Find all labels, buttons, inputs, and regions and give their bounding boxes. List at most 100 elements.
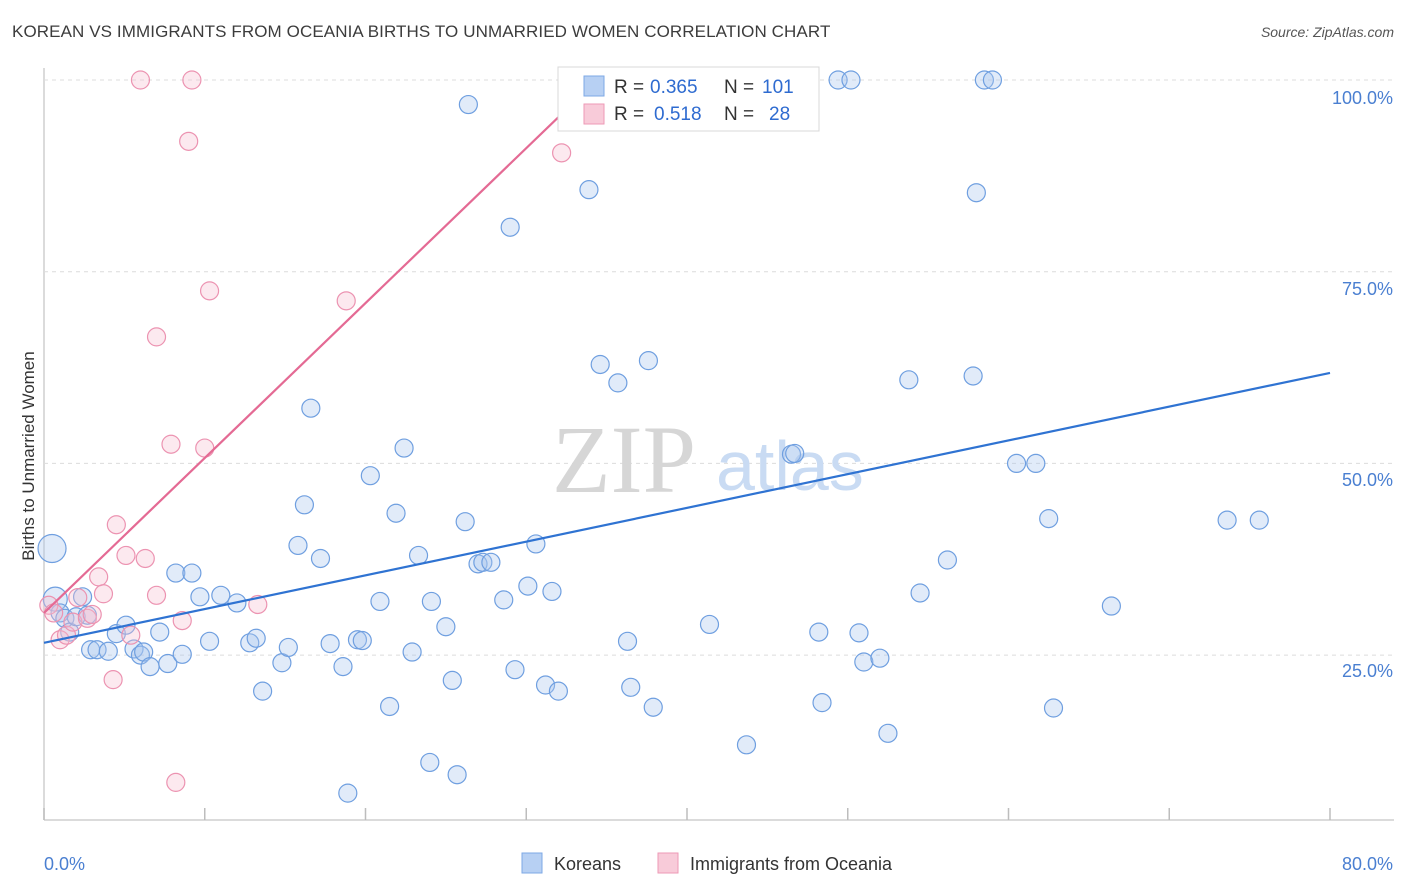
oceania-point [121, 625, 141, 645]
legend-n-value-2: 28 [769, 104, 790, 125]
korean-point [352, 630, 372, 651]
oceania-point [63, 612, 83, 632]
korean-point [442, 670, 462, 691]
y-axis-label: Births to Unmarried Women [19, 351, 38, 560]
korean-point [182, 563, 202, 583]
korean-point [380, 696, 400, 717]
oceania-point [135, 548, 155, 569]
korean-point [910, 583, 930, 603]
oceania-point [146, 585, 167, 605]
korean-point [288, 535, 308, 556]
korean-point [699, 614, 720, 635]
korean-point [608, 373, 628, 393]
oceania-point [199, 281, 220, 301]
oceania-point [82, 604, 102, 625]
korean-point [937, 550, 958, 570]
oceania-point [336, 291, 356, 311]
korean-point [548, 681, 569, 701]
oceania-point [44, 603, 64, 623]
korean-point [158, 653, 178, 674]
korean-point [421, 591, 442, 612]
korean-point [849, 623, 869, 643]
data-points [37, 70, 1269, 803]
korean-point [150, 622, 170, 642]
oceania-point [130, 70, 151, 90]
oceania-point [195, 438, 215, 458]
korean-point [278, 637, 298, 658]
korean-point [1101, 596, 1121, 616]
oceania-trend-line [43, 79, 598, 614]
korean-point [199, 631, 220, 651]
korean-point [408, 545, 429, 566]
korean-point [1043, 698, 1064, 718]
korean-point [386, 503, 406, 523]
y-tick-label-75: 75.0% [1342, 279, 1393, 299]
legend-r-value-1: 0.365 [650, 77, 698, 98]
korean-point [518, 576, 538, 596]
korean-point [812, 693, 832, 713]
korean-point [966, 183, 986, 203]
legend-n-label-2: N = [724, 104, 754, 125]
korean-point [854, 652, 874, 672]
oceania-point [89, 567, 109, 587]
korean-point [166, 563, 186, 583]
korean-point [878, 723, 898, 743]
korean-point [211, 585, 231, 605]
korean-point [394, 438, 414, 458]
korean-point [190, 587, 210, 607]
source-label: Source: ZipAtlas.com [1260, 24, 1394, 40]
oceania-point [161, 434, 181, 454]
bottom-legend-koreans: Koreans [554, 854, 621, 874]
korean-point [458, 94, 478, 115]
y-tick-label-50: 50.0% [1342, 470, 1393, 490]
bottom-legend-swatch-oceania [657, 852, 679, 874]
korean-point [621, 677, 641, 697]
bottom-legend: Koreans Immigrants from Oceania [521, 852, 893, 874]
korean-point [301, 398, 321, 418]
oceania-point [68, 587, 88, 608]
oceania-point [172, 610, 192, 631]
chart-title: KOREAN VS IMMIGRANTS FROM OCEANIA BIRTHS… [12, 22, 831, 41]
oceania-point [179, 131, 199, 151]
korean-point [98, 641, 118, 661]
korean-point [310, 548, 331, 569]
korean-point [338, 783, 358, 803]
korean-point [638, 351, 659, 371]
korean-point [963, 366, 983, 386]
oceania-point [116, 545, 136, 566]
korean-point [420, 752, 440, 773]
legend-n-value-1: 101 [762, 77, 794, 98]
bottom-legend-swatch-koreans [521, 852, 543, 874]
korean-point [974, 70, 994, 90]
legend-swatch-oceania [583, 103, 605, 125]
korean-point [1006, 453, 1027, 473]
korean-point [1026, 453, 1046, 473]
bottom-legend-oceania: Immigrants from Oceania [690, 854, 893, 874]
watermark-atlas: atlas [716, 427, 864, 505]
oceania-point [552, 143, 572, 163]
oceania-point [103, 670, 123, 690]
korean-point [1249, 510, 1269, 530]
korean-point [447, 765, 467, 785]
oceania-point [166, 772, 186, 792]
korean-point [402, 642, 422, 662]
korean-point [246, 628, 266, 648]
korean-point [785, 443, 805, 464]
legend-box: R = 0.365 N = 101 R = 0.518 N = 28 [557, 66, 820, 132]
watermark-zip: ZIP [552, 406, 696, 513]
oceania-point [106, 515, 126, 535]
korean-point [579, 180, 599, 200]
y-tick-label-100: 100.0% [1332, 88, 1393, 108]
korean-point [494, 590, 514, 610]
korean-point [617, 631, 638, 651]
korean-point [500, 217, 520, 237]
korean-point [481, 552, 501, 572]
korean-point [333, 657, 353, 677]
korean-point [1217, 510, 1237, 530]
korean-point [841, 70, 861, 90]
korean-point [590, 354, 610, 375]
oceania-point [182, 70, 202, 90]
korean-point [870, 648, 890, 668]
korean-point [455, 512, 475, 532]
